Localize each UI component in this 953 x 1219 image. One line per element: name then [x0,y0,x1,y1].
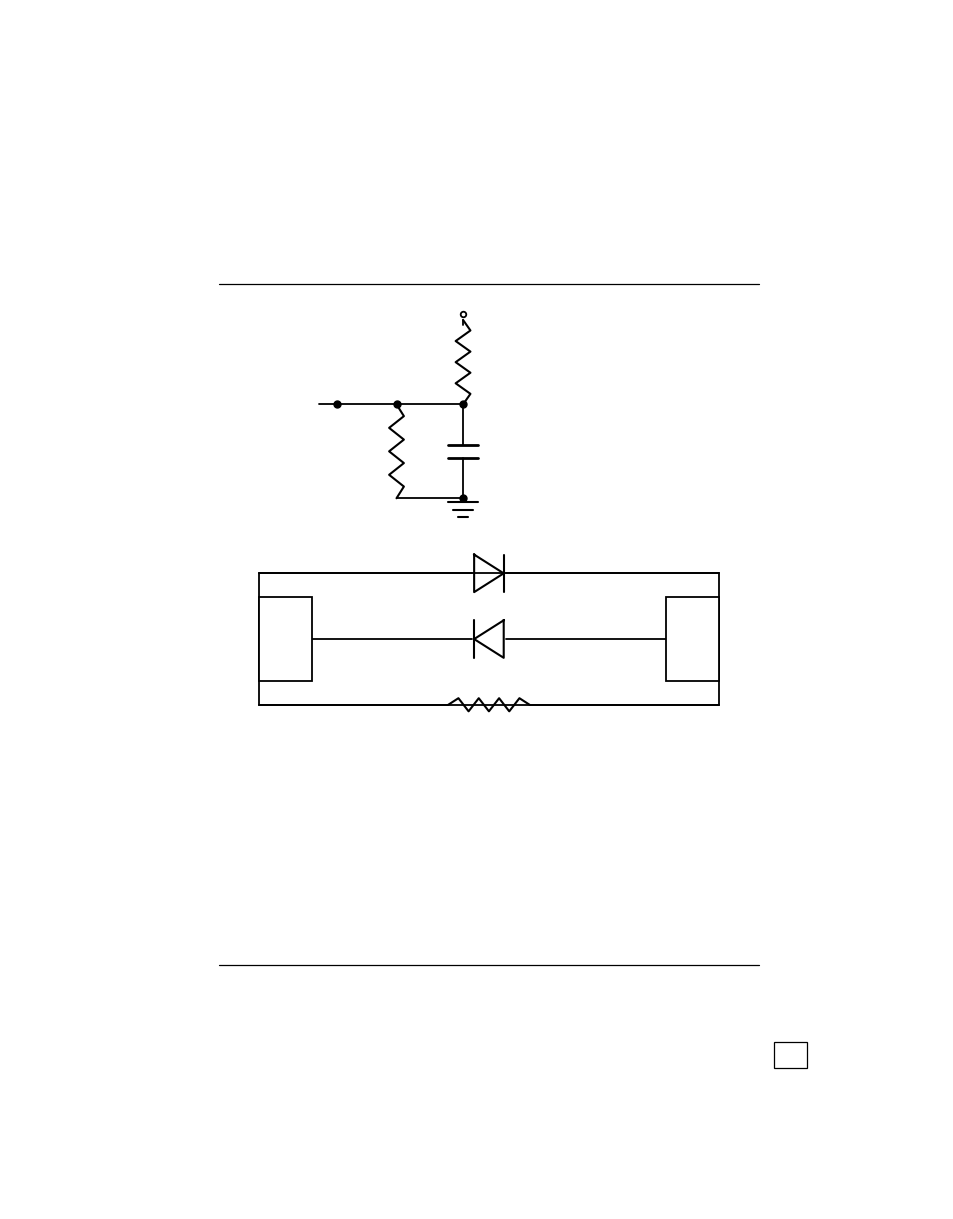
Bar [774,1042,806,1068]
Bar [665,597,719,681]
Bar [258,597,312,681]
